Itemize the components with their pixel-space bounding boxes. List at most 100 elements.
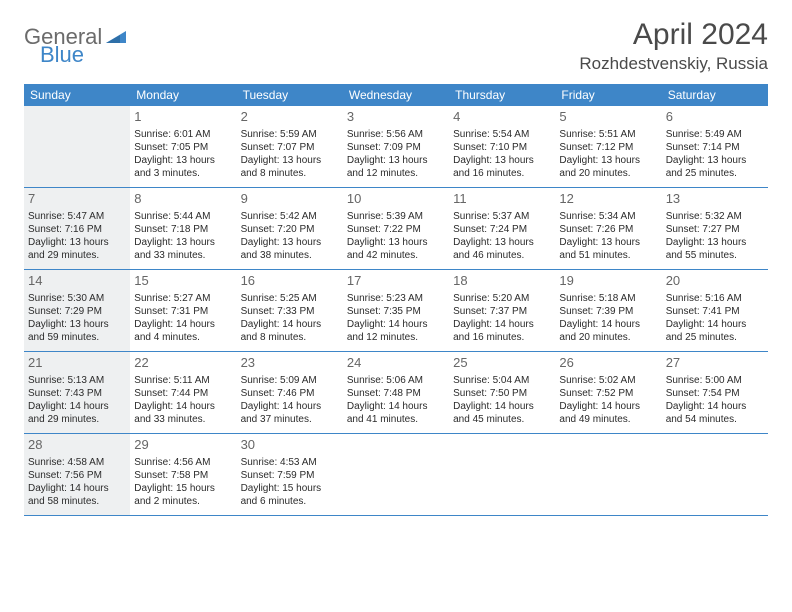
day-daylight2: and 46 minutes. — [453, 249, 551, 262]
day-cell-14: 14Sunrise: 5:30 AMSunset: 7:29 PMDayligh… — [24, 270, 130, 351]
day-number: 20 — [666, 273, 764, 290]
day-daylight2: and 3 minutes. — [134, 167, 232, 180]
day-daylight2: and 8 minutes. — [241, 167, 339, 180]
day-daylight1: Daylight: 13 hours — [134, 236, 232, 249]
day-sunset: Sunset: 7:26 PM — [559, 223, 657, 236]
weekday-header-monday: Monday — [130, 84, 236, 106]
day-sunset: Sunset: 7:39 PM — [559, 305, 657, 318]
day-daylight1: Daylight: 14 hours — [453, 318, 551, 331]
day-number: 25 — [453, 355, 551, 372]
day-cell-10: 10 Sunrise: 5:39 AMSunset: 7:22 PMDayligh… — [343, 188, 449, 269]
day-daylight1: Daylight: 13 hours — [347, 154, 445, 167]
logo-line2: Blue — [40, 42, 84, 68]
day-sunrise: Sunrise: 5:51 AM — [559, 128, 657, 141]
day-daylight2: and 29 minutes. — [28, 413, 126, 426]
day-sunset: Sunset: 7:46 PM — [241, 387, 339, 400]
day-daylight1: Daylight: 14 hours — [347, 318, 445, 331]
day-cell-empty — [24, 106, 130, 187]
day-daylight1: Daylight: 14 hours — [347, 400, 445, 413]
day-sunrise: Sunrise: 5:49 AM — [666, 128, 764, 141]
day-cell-4: 4Sunrise: 5:54 AMSunset: 7:10 PMDaylight… — [449, 106, 555, 187]
day-daylight1: Daylight: 13 hours — [453, 236, 551, 249]
day-number: 26 — [559, 355, 657, 372]
day-cell-18: 18Sunrise: 5:20 AMSunset: 7:37 PMDayligh… — [449, 270, 555, 351]
day-cell-29: 29Sunrise: 4:56 AMSunset: 7:58 PMDayligh… — [130, 434, 236, 515]
day-sunrise: Sunrise: 5:30 AM — [28, 292, 126, 305]
day-sunrise: Sunrise: 5:00 AM — [666, 374, 764, 387]
day-number: 16 — [241, 273, 339, 290]
day-daylight1: Daylight: 13 hours — [241, 154, 339, 167]
day-cell-7: 7Sunrise: 5:47 AMSunset: 7:16 PMDaylight… — [24, 188, 130, 269]
week-row: 21Sunrise: 5:13 AMSunset: 7:43 PMDayligh… — [24, 352, 768, 434]
day-daylight1: Daylight: 14 hours — [241, 318, 339, 331]
day-sunrise: Sunrise: 5:20 AM — [453, 292, 551, 305]
day-cell-20: 20Sunrise: 5:16 AMSunset: 7:41 PMDayligh… — [662, 270, 768, 351]
day-daylight1: Daylight: 15 hours — [241, 482, 339, 495]
day-sunrise: Sunrise: 5:16 AM — [666, 292, 764, 305]
day-number: 29 — [134, 437, 232, 454]
day-daylight1: Daylight: 13 hours — [347, 236, 445, 249]
day-daylight1: Daylight: 15 hours — [134, 482, 232, 495]
day-daylight1: Daylight: 13 hours — [28, 318, 126, 331]
day-sunset: Sunset: 7:48 PM — [347, 387, 445, 400]
day-daylight2: and 8 minutes. — [241, 331, 339, 344]
weekday-header-thursday: Thursday — [449, 84, 555, 106]
day-sunset: Sunset: 7:27 PM — [666, 223, 764, 236]
day-daylight1: Daylight: 14 hours — [28, 400, 126, 413]
day-cell-21: 21Sunrise: 5:13 AMSunset: 7:43 PMDayligh… — [24, 352, 130, 433]
day-sunset: Sunset: 7:05 PM — [134, 141, 232, 154]
day-sunset: Sunset: 7:50 PM — [453, 387, 551, 400]
day-number: 22 — [134, 355, 232, 372]
day-sunset: Sunset: 7:22 PM — [347, 223, 445, 236]
day-number: 9 — [241, 191, 339, 208]
day-sunrise: Sunrise: 5:37 AM — [453, 210, 551, 223]
day-cell-5: 5Sunrise: 5:51 AMSunset: 7:12 PMDaylight… — [555, 106, 661, 187]
day-sunset: Sunset: 7:29 PM — [28, 305, 126, 318]
day-cell-24: 24Sunrise: 5:06 AMSunset: 7:48 PMDayligh… — [343, 352, 449, 433]
day-sunrise: Sunrise: 5:39 AM — [347, 210, 445, 223]
day-cell-empty — [662, 434, 768, 515]
day-daylight1: Daylight: 13 hours — [241, 236, 339, 249]
day-daylight1: Daylight: 14 hours — [28, 482, 126, 495]
day-daylight2: and 33 minutes. — [134, 249, 232, 262]
day-cell-16: 16Sunrise: 5:25 AMSunset: 7:33 PMDayligh… — [237, 270, 343, 351]
day-cell-22: 22Sunrise: 5:11 AMSunset: 7:44 PMDayligh… — [130, 352, 236, 433]
day-number: 19 — [559, 273, 657, 290]
day-cell-empty — [555, 434, 661, 515]
day-daylight2: and 6 minutes. — [241, 495, 339, 508]
day-daylight1: Daylight: 14 hours — [666, 318, 764, 331]
day-cell-25: 25Sunrise: 5:04 AMSunset: 7:50 PMDayligh… — [449, 352, 555, 433]
day-daylight2: and 38 minutes. — [241, 249, 339, 262]
day-daylight2: and 42 minutes. — [347, 249, 445, 262]
day-daylight1: Daylight: 14 hours — [241, 400, 339, 413]
day-sunrise: Sunrise: 4:58 AM — [28, 456, 126, 469]
day-number: 28 — [28, 437, 126, 454]
day-sunset: Sunset: 7:37 PM — [453, 305, 551, 318]
day-number: 11 — [453, 191, 551, 208]
day-number: 24 — [347, 355, 445, 372]
day-sunset: Sunset: 7:44 PM — [134, 387, 232, 400]
day-daylight1: Daylight: 13 hours — [453, 154, 551, 167]
weekday-header-friday: Friday — [555, 84, 661, 106]
day-daylight2: and 51 minutes. — [559, 249, 657, 262]
day-cell-17: 17Sunrise: 5:23 AMSunset: 7:35 PMDayligh… — [343, 270, 449, 351]
day-number: 5 — [559, 109, 657, 126]
day-daylight2: and 25 minutes. — [666, 167, 764, 180]
month-title: April 2024 — [579, 18, 768, 52]
day-daylight1: Daylight: 13 hours — [559, 236, 657, 249]
day-number: 1 — [134, 109, 232, 126]
day-daylight2: and 12 minutes. — [347, 167, 445, 180]
day-sunrise: Sunrise: 5:42 AM — [241, 210, 339, 223]
location-label: Rozhdestvenskiy, Russia — [579, 54, 768, 74]
day-sunrise: Sunrise: 5:47 AM — [28, 210, 126, 223]
day-sunrise: Sunrise: 4:53 AM — [241, 456, 339, 469]
day-number: 10 — [347, 191, 445, 208]
day-sunset: Sunset: 7:10 PM — [453, 141, 551, 154]
day-sunrise: Sunrise: 5:25 AM — [241, 292, 339, 305]
day-number: 4 — [453, 109, 551, 126]
day-cell-28: 28Sunrise: 4:58 AMSunset: 7:56 PMDayligh… — [24, 434, 130, 515]
day-sunset: Sunset: 7:18 PM — [134, 223, 232, 236]
day-sunset: Sunset: 7:59 PM — [241, 469, 339, 482]
day-number: 21 — [28, 355, 126, 372]
week-row: 14Sunrise: 5:30 AMSunset: 7:29 PMDayligh… — [24, 270, 768, 352]
